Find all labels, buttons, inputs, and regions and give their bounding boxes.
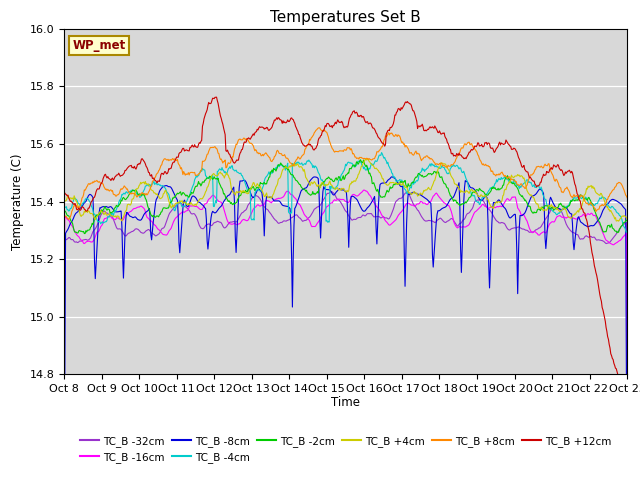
- TC_B -32cm: [338, 201, 346, 207]
- Title: Temperatures Set B: Temperatures Set B: [270, 10, 421, 25]
- TC_B -32cm: [623, 377, 631, 383]
- TC_B -2cm: [209, 177, 216, 182]
- TC_B -2cm: [356, 157, 364, 163]
- TC_B -4cm: [623, 229, 631, 235]
- TC_B +12cm: [448, 151, 456, 157]
- Line: TC_B +12cm: TC_B +12cm: [64, 97, 627, 380]
- TC_B +8cm: [573, 193, 581, 199]
- TC_B -4cm: [60, 205, 68, 211]
- Line: TC_B -2cm: TC_B -2cm: [64, 160, 627, 234]
- TC_B +12cm: [338, 119, 346, 124]
- TC_B -2cm: [81, 231, 88, 237]
- TC_B +12cm: [392, 109, 400, 115]
- Line: TC_B -16cm: TC_B -16cm: [64, 190, 627, 380]
- TC_B -16cm: [573, 216, 580, 222]
- TC_B -4cm: [184, 196, 191, 202]
- TC_B -4cm: [208, 174, 216, 180]
- TC_B +4cm: [623, 216, 631, 222]
- TC_B +12cm: [616, 377, 623, 383]
- TC_B -8cm: [60, 377, 68, 383]
- TC_B +12cm: [212, 94, 220, 100]
- TC_B -8cm: [388, 174, 396, 180]
- TC_B +4cm: [60, 199, 68, 204]
- TC_B -8cm: [392, 178, 400, 184]
- TC_B +8cm: [339, 148, 346, 154]
- TC_B +4cm: [184, 202, 191, 208]
- TC_B +12cm: [208, 98, 216, 104]
- TC_B -2cm: [394, 181, 401, 187]
- TC_B +4cm: [615, 218, 623, 224]
- TC_B +4cm: [337, 188, 345, 193]
- TC_B +12cm: [184, 148, 191, 154]
- TC_B -4cm: [337, 173, 345, 179]
- TC_B -2cm: [184, 194, 192, 200]
- TC_B -32cm: [60, 377, 68, 383]
- TC_B -8cm: [184, 204, 191, 209]
- TC_B -2cm: [60, 207, 68, 213]
- TC_B +12cm: [60, 191, 68, 197]
- Y-axis label: Temperature (C): Temperature (C): [11, 153, 24, 250]
- TC_B -4cm: [448, 163, 456, 168]
- TC_B +4cm: [448, 175, 456, 180]
- Legend: TC_B -32cm, TC_B -16cm, TC_B -8cm, TC_B -4cm, TC_B -2cm, TC_B +4cm, TC_B +8cm, T: TC_B -32cm, TC_B -16cm, TC_B -8cm, TC_B …: [76, 432, 615, 467]
- TC_B -16cm: [184, 207, 191, 213]
- X-axis label: Time: Time: [331, 396, 360, 408]
- TC_B -2cm: [449, 196, 456, 202]
- TC_B +12cm: [623, 377, 631, 383]
- TC_B +8cm: [394, 133, 401, 139]
- Line: TC_B -8cm: TC_B -8cm: [64, 177, 627, 380]
- TC_B -4cm: [378, 150, 385, 156]
- TC_B +12cm: [573, 187, 580, 192]
- TC_B -32cm: [184, 206, 191, 212]
- TC_B -2cm: [573, 197, 581, 203]
- Text: WP_met: WP_met: [72, 39, 125, 52]
- Line: TC_B +4cm: TC_B +4cm: [64, 159, 627, 221]
- TC_B -4cm: [573, 195, 580, 201]
- TC_B -8cm: [623, 377, 631, 383]
- TC_B -32cm: [328, 189, 335, 194]
- TC_B -32cm: [208, 223, 216, 228]
- Line: TC_B -32cm: TC_B -32cm: [64, 192, 627, 380]
- TC_B -32cm: [392, 198, 400, 204]
- TC_B -16cm: [448, 211, 456, 217]
- TC_B +4cm: [573, 209, 580, 215]
- TC_B -8cm: [208, 210, 216, 216]
- TC_B +4cm: [208, 172, 216, 178]
- TC_B -4cm: [392, 180, 400, 185]
- TC_B -8cm: [448, 195, 456, 201]
- TC_B +8cm: [184, 170, 192, 176]
- TC_B -16cm: [360, 187, 367, 193]
- TC_B -16cm: [208, 193, 216, 199]
- TC_B -16cm: [392, 216, 400, 222]
- TC_B -16cm: [623, 377, 631, 383]
- TC_B -32cm: [448, 216, 456, 221]
- TC_B -8cm: [573, 225, 580, 231]
- TC_B +8cm: [449, 162, 456, 168]
- TC_B -2cm: [623, 218, 631, 224]
- TC_B -16cm: [60, 377, 68, 383]
- TC_B +4cm: [362, 156, 370, 162]
- TC_B +8cm: [209, 144, 216, 150]
- Line: TC_B +8cm: TC_B +8cm: [64, 128, 627, 219]
- TC_B +4cm: [392, 180, 400, 185]
- TC_B +8cm: [65, 216, 72, 222]
- TC_B +8cm: [60, 212, 68, 218]
- TC_B -8cm: [337, 187, 345, 192]
- TC_B +8cm: [623, 195, 631, 201]
- TC_B -16cm: [337, 196, 345, 202]
- Line: TC_B -4cm: TC_B -4cm: [64, 153, 627, 232]
- TC_B +8cm: [315, 125, 323, 131]
- TC_B -32cm: [573, 231, 580, 237]
- TC_B -2cm: [338, 177, 346, 183]
